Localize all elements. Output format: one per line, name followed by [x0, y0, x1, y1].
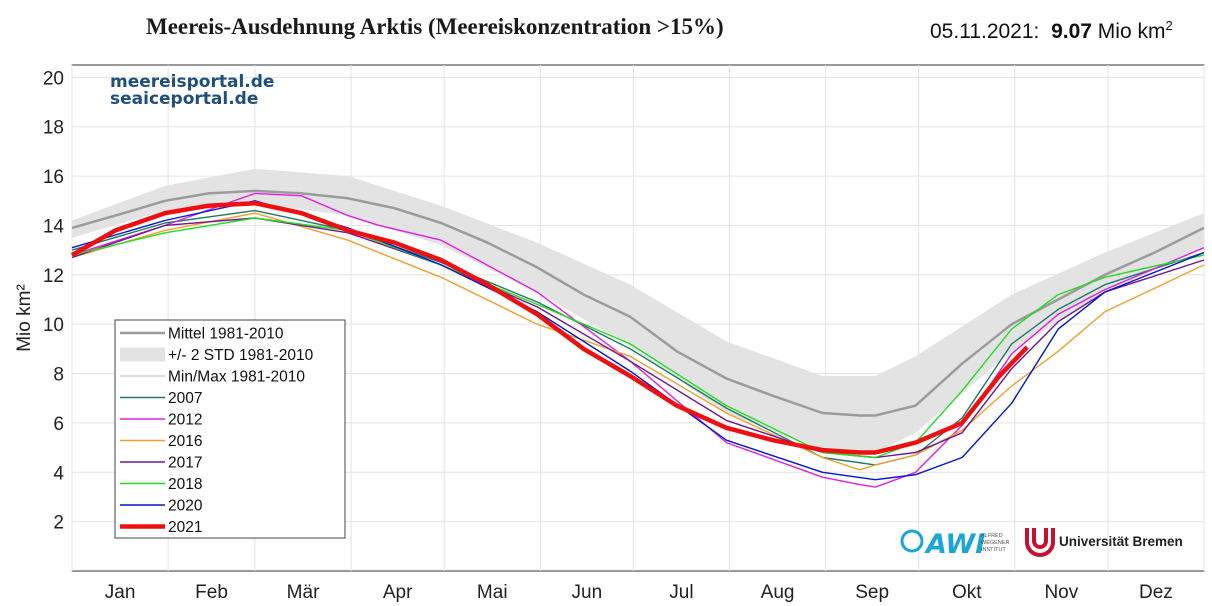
- y-tick-label: 2: [53, 513, 64, 534]
- series-line-2017: [71, 217, 1205, 459]
- x-tick-label: Sep: [855, 582, 889, 603]
- awi-sub-1: ALFRED: [981, 533, 1003, 539]
- awi-logo: AWI ALFRED WEGENER INSTITUT: [900, 529, 1009, 560]
- legend-label: 2018: [168, 476, 202, 493]
- uni-bremen-icon: [1025, 528, 1055, 557]
- value-unit: Mio km: [1097, 20, 1166, 43]
- std-band: [72, 168, 1204, 453]
- x-tick-label: Dez: [1139, 582, 1173, 603]
- legend: Mittel 1981-2010 +/- 2 STD 1981-2010 Min/M…: [114, 319, 346, 539]
- y-tick-label: 12: [43, 266, 64, 287]
- awi-logo-icon: [900, 529, 924, 553]
- y-tick-label: 6: [53, 414, 64, 435]
- x-tick-label: Aug: [761, 582, 795, 603]
- legend-swatch: [120, 347, 165, 362]
- y-tick-label: 10: [43, 315, 64, 336]
- awi-logo-text: AWI: [924, 529, 985, 560]
- date-label: 05.11.2021:: [930, 20, 1040, 43]
- chart-title: Meereis-Ausdehnung Arktis (Meereiskonzen…: [146, 14, 724, 39]
- x-tick-label: Feb: [195, 582, 228, 603]
- legend-label: 2020: [168, 498, 203, 515]
- uni-bremen-text: Universität Bremen: [1059, 534, 1183, 549]
- y-tick-label: 18: [43, 118, 64, 139]
- y-ticks: 2 4 6 8 10 12 14 16 18 20: [43, 68, 65, 533]
- source-line-2: seaiceportal.de: [110, 89, 258, 109]
- x-tick-label: Jan: [105, 582, 136, 603]
- y-axis-label: Mio km²: [14, 284, 35, 352]
- legend-label: Min/Max 1981-2010: [168, 369, 305, 386]
- date-readout: 05.11.2021: 9.07 Mio km2: [930, 18, 1173, 44]
- uni-bremen-logo: Universität Bremen: [1025, 528, 1183, 557]
- y-tick-label: 20: [43, 68, 64, 89]
- series-line-2018: [71, 217, 1205, 459]
- series-line-2007: [71, 209, 1205, 466]
- x-tick-label: Okt: [952, 582, 982, 603]
- value-unit-exponent: 2: [1165, 18, 1173, 33]
- awi-sub-2: WEGENER: [981, 540, 1009, 546]
- series-line-2021: [70, 200, 1029, 455]
- series-line-2016: [71, 212, 1205, 471]
- x-tick-label: Mai: [477, 582, 508, 603]
- legend-label: 2012: [168, 412, 202, 429]
- legend-label: Mittel 1981-2010: [168, 326, 284, 343]
- y-tick-label: 4: [53, 463, 64, 484]
- series-line-mittel-1981-2010: [71, 189, 1205, 417]
- x-ticks: Jan Feb Mär Apr Mai Jun Jul Aug Sep Okt Nov Dez: [105, 582, 1173, 603]
- x-tick-label: Mär: [287, 582, 320, 603]
- legend-label: 2016: [168, 433, 202, 450]
- x-tick-label: Jul: [669, 582, 693, 603]
- current-value: 9.07: [1051, 20, 1092, 43]
- series-lines: [70, 189, 1205, 488]
- source-line-1: meereisportal.de: [110, 72, 274, 92]
- legend-label: 2021: [168, 519, 202, 536]
- awi-sub-3: INSTITUT: [981, 547, 1006, 553]
- legend-label: 2017: [168, 455, 202, 472]
- x-tick-label: Nov: [1044, 582, 1078, 603]
- legend-label: +/- 2 STD 1981-2010: [168, 347, 314, 364]
- y-tick-label: 16: [43, 167, 64, 188]
- x-tick-label: Apr: [383, 582, 413, 603]
- legend-label: 2007: [168, 390, 202, 407]
- y-tick-label: 14: [43, 216, 65, 237]
- series-line-2012: [71, 192, 1205, 488]
- x-tick-label: Jun: [572, 582, 603, 603]
- y-tick-label: 8: [53, 365, 64, 386]
